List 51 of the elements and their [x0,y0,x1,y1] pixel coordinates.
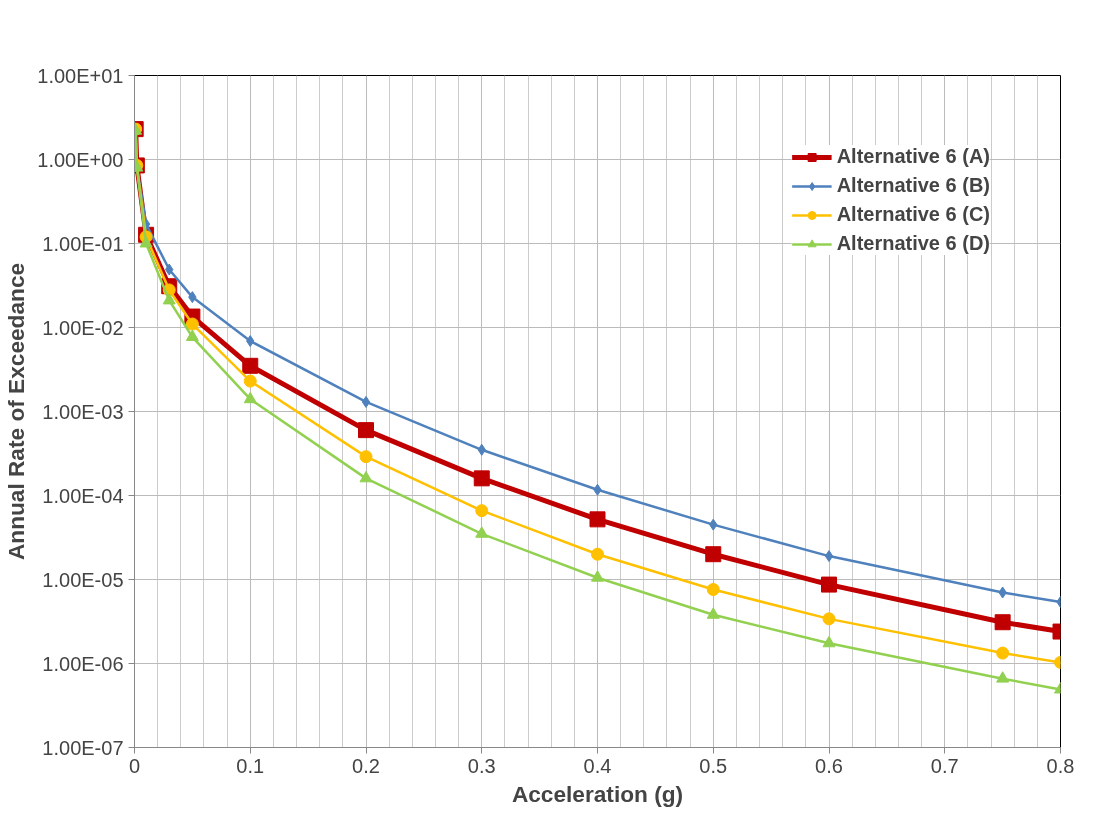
point [996,671,1010,683]
y-tick-label: 1.00E-06 [42,652,124,675]
x-tick-label: 0.2 [352,754,380,777]
x-tick-label: 0.7 [930,754,959,777]
x-tick-label: 0 [128,754,141,777]
point [359,450,373,464]
legend-label: Alternative 6 (B) [836,174,990,197]
point [473,470,490,487]
point [185,329,199,341]
y-axis-title: Annual Rate of Exceedance [3,262,30,561]
point [243,374,257,388]
point [162,293,176,305]
x-tick-label: 0.8 [1046,754,1075,777]
point [185,317,199,331]
y-tick-label: 1.00E-01 [42,232,124,255]
point [822,612,836,626]
point [706,583,720,596]
point [589,511,606,528]
x-tick-label: 0.3 [467,754,496,777]
legend-label: Alternative 6 (C) [836,203,990,226]
point [591,547,604,561]
point [475,504,489,518]
x-tick-label: 0.5 [699,754,728,777]
point [242,357,259,374]
y-tick-label: 1.00E-02 [42,316,124,339]
x-axis-title: Acceleration (g) [511,780,684,807]
point [706,607,720,619]
y-tick-label: 1.00E-07 [42,736,124,759]
point [358,422,374,439]
point [591,570,604,582]
point [994,614,1011,631]
x-tick-label: 0.1 [236,754,265,777]
point [361,395,371,408]
y-tick-label: 1.00E-05 [42,568,124,591]
x-tick-label: 0.6 [815,754,843,777]
point [475,526,489,538]
point [822,635,836,648]
point [139,236,153,248]
y-tick-label: 1.00E+00 [37,148,124,171]
point [824,550,834,563]
x-tick-label: 0.4 [583,754,612,777]
legend-label: Alternative 6 (A) [836,145,990,168]
legend-label: Alternative 6 (D) [836,232,990,255]
point [243,391,257,404]
point [996,646,1010,660]
point [359,470,373,483]
y-tick-label: 1.00E-04 [42,484,124,507]
point [821,576,837,593]
y-tick-label: 1.00E+01 [37,64,124,87]
point [705,546,722,563]
y-tick-label: 1.00E-03 [42,400,124,423]
